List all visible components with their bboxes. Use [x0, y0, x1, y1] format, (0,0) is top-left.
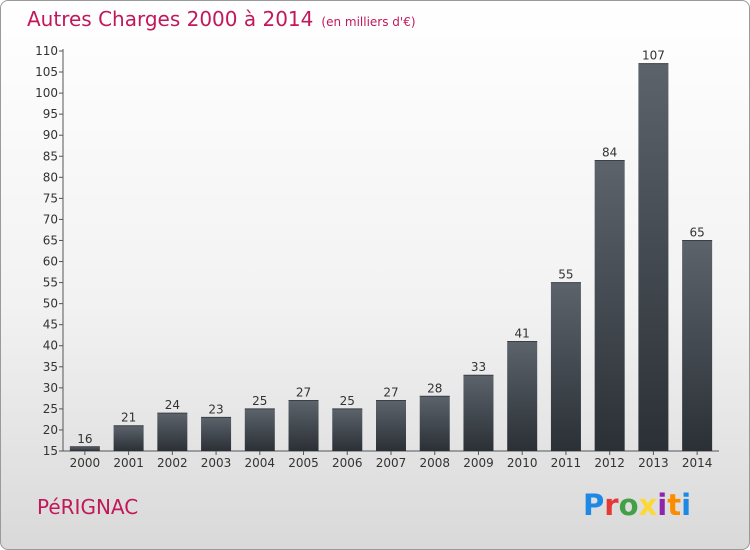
x-tick-label: 2011: [551, 456, 582, 470]
x-tick-label: 2006: [332, 456, 363, 470]
y-tick-label: 70: [43, 212, 58, 226]
data-label: 55: [558, 268, 573, 282]
y-tick-label: 50: [43, 297, 58, 311]
chart-title: Autres Charges 2000 à 2014 (en milliers d…: [27, 7, 416, 31]
y-tick-label: 40: [43, 339, 58, 353]
chart-title-text: Autres Charges 2000 à 2014: [27, 7, 314, 31]
y-tick-label: 30: [43, 381, 58, 395]
bar-2000: [69, 446, 100, 451]
x-tick-label: 2009: [463, 456, 494, 470]
data-label: 84: [602, 145, 617, 159]
y-tick-label: 85: [43, 149, 58, 163]
data-label: 23: [208, 402, 223, 416]
logo-letter: x: [638, 488, 658, 522]
commune-name: PéRIGNAC: [37, 495, 139, 519]
logo-letter: r: [604, 488, 619, 522]
y-tick-label: 15: [43, 444, 58, 458]
bar-2004: [244, 408, 275, 451]
y-tick-label: 60: [43, 255, 58, 269]
bar-2006: [332, 408, 363, 451]
data-label: 27: [383, 385, 398, 399]
bar-chart: 15 20 25 30 35 40 45 50 55 60 65 70 75 80 85 90 95 100 105…: [35, 44, 719, 470]
data-label: 27: [296, 385, 311, 399]
bar-2002: [157, 413, 188, 451]
y-tick-label: 110: [35, 44, 58, 58]
y-tick-label: 105: [35, 65, 58, 79]
data-label: 28: [427, 381, 442, 395]
bar-2013: [638, 63, 669, 451]
x-tick-label: 2007: [376, 456, 407, 470]
y-tick-label: 95: [43, 107, 58, 121]
logo-letter: P: [583, 488, 605, 522]
x-tick-label: 2010: [507, 456, 538, 470]
data-label: 25: [340, 394, 355, 408]
bar-2001: [113, 425, 144, 451]
bar-2012: [594, 160, 625, 451]
chart-bars: [69, 63, 713, 451]
y-tick-label: 75: [43, 191, 58, 205]
x-tick-label: 2005: [288, 456, 319, 470]
x-tick-label: 2012: [594, 456, 625, 470]
logo-letter: i: [657, 488, 668, 522]
y-tick-label: 25: [43, 402, 58, 416]
y-tick-label: 45: [43, 318, 58, 332]
y-tick-label: 65: [43, 233, 58, 247]
bar-2003: [201, 417, 232, 451]
bar-2014: [682, 240, 713, 451]
y-tick-label: 100: [35, 86, 58, 100]
x-tick-label: 2002: [157, 456, 188, 470]
y-tick-label: 55: [43, 276, 58, 290]
y-tick-label: 90: [43, 128, 58, 142]
x-tick-label: 2001: [113, 456, 144, 470]
y-tick-label: 20: [43, 423, 58, 437]
bar-2007: [376, 400, 406, 451]
logo-letter: o: [618, 488, 639, 522]
bar-2010: [507, 341, 538, 451]
y-tick-label: 35: [43, 360, 58, 374]
bar-2011: [550, 282, 581, 451]
x-tick-label: 2003: [201, 456, 232, 470]
chart-unit: (en milliers d'€): [321, 15, 416, 29]
data-label: 24: [165, 398, 180, 412]
bar-2008: [419, 396, 450, 451]
x-tick-label: 2004: [245, 456, 276, 470]
x-tick-label: 2008: [419, 456, 450, 470]
bar-2009: [463, 375, 494, 451]
logo-letter: i: [681, 488, 692, 522]
chart-labels: 16 2000 21 2001 24 2002 23 2003 25 2004 27 2005 25 20…: [70, 49, 713, 470]
data-label: 33: [471, 360, 486, 374]
data-label: 16: [77, 432, 92, 446]
bar-2005: [288, 400, 319, 451]
x-tick-label: 2013: [638, 456, 669, 470]
y-tick-label: 80: [43, 170, 58, 184]
chart-axes: 15 20 25 30 35 40 45 50 55 60 65 70 75 80 85 90 95 100 105…: [35, 44, 719, 458]
data-label: 107: [642, 49, 665, 63]
data-label: 41: [515, 327, 530, 341]
data-label: 25: [252, 394, 267, 408]
logo-letter: t: [667, 488, 682, 522]
x-tick-label: 2000: [70, 456, 101, 470]
data-label: 21: [121, 411, 136, 425]
proxiti-logo: Proxiti: [583, 488, 691, 522]
x-tick-label: 2014: [682, 456, 713, 470]
data-label: 65: [689, 225, 704, 239]
